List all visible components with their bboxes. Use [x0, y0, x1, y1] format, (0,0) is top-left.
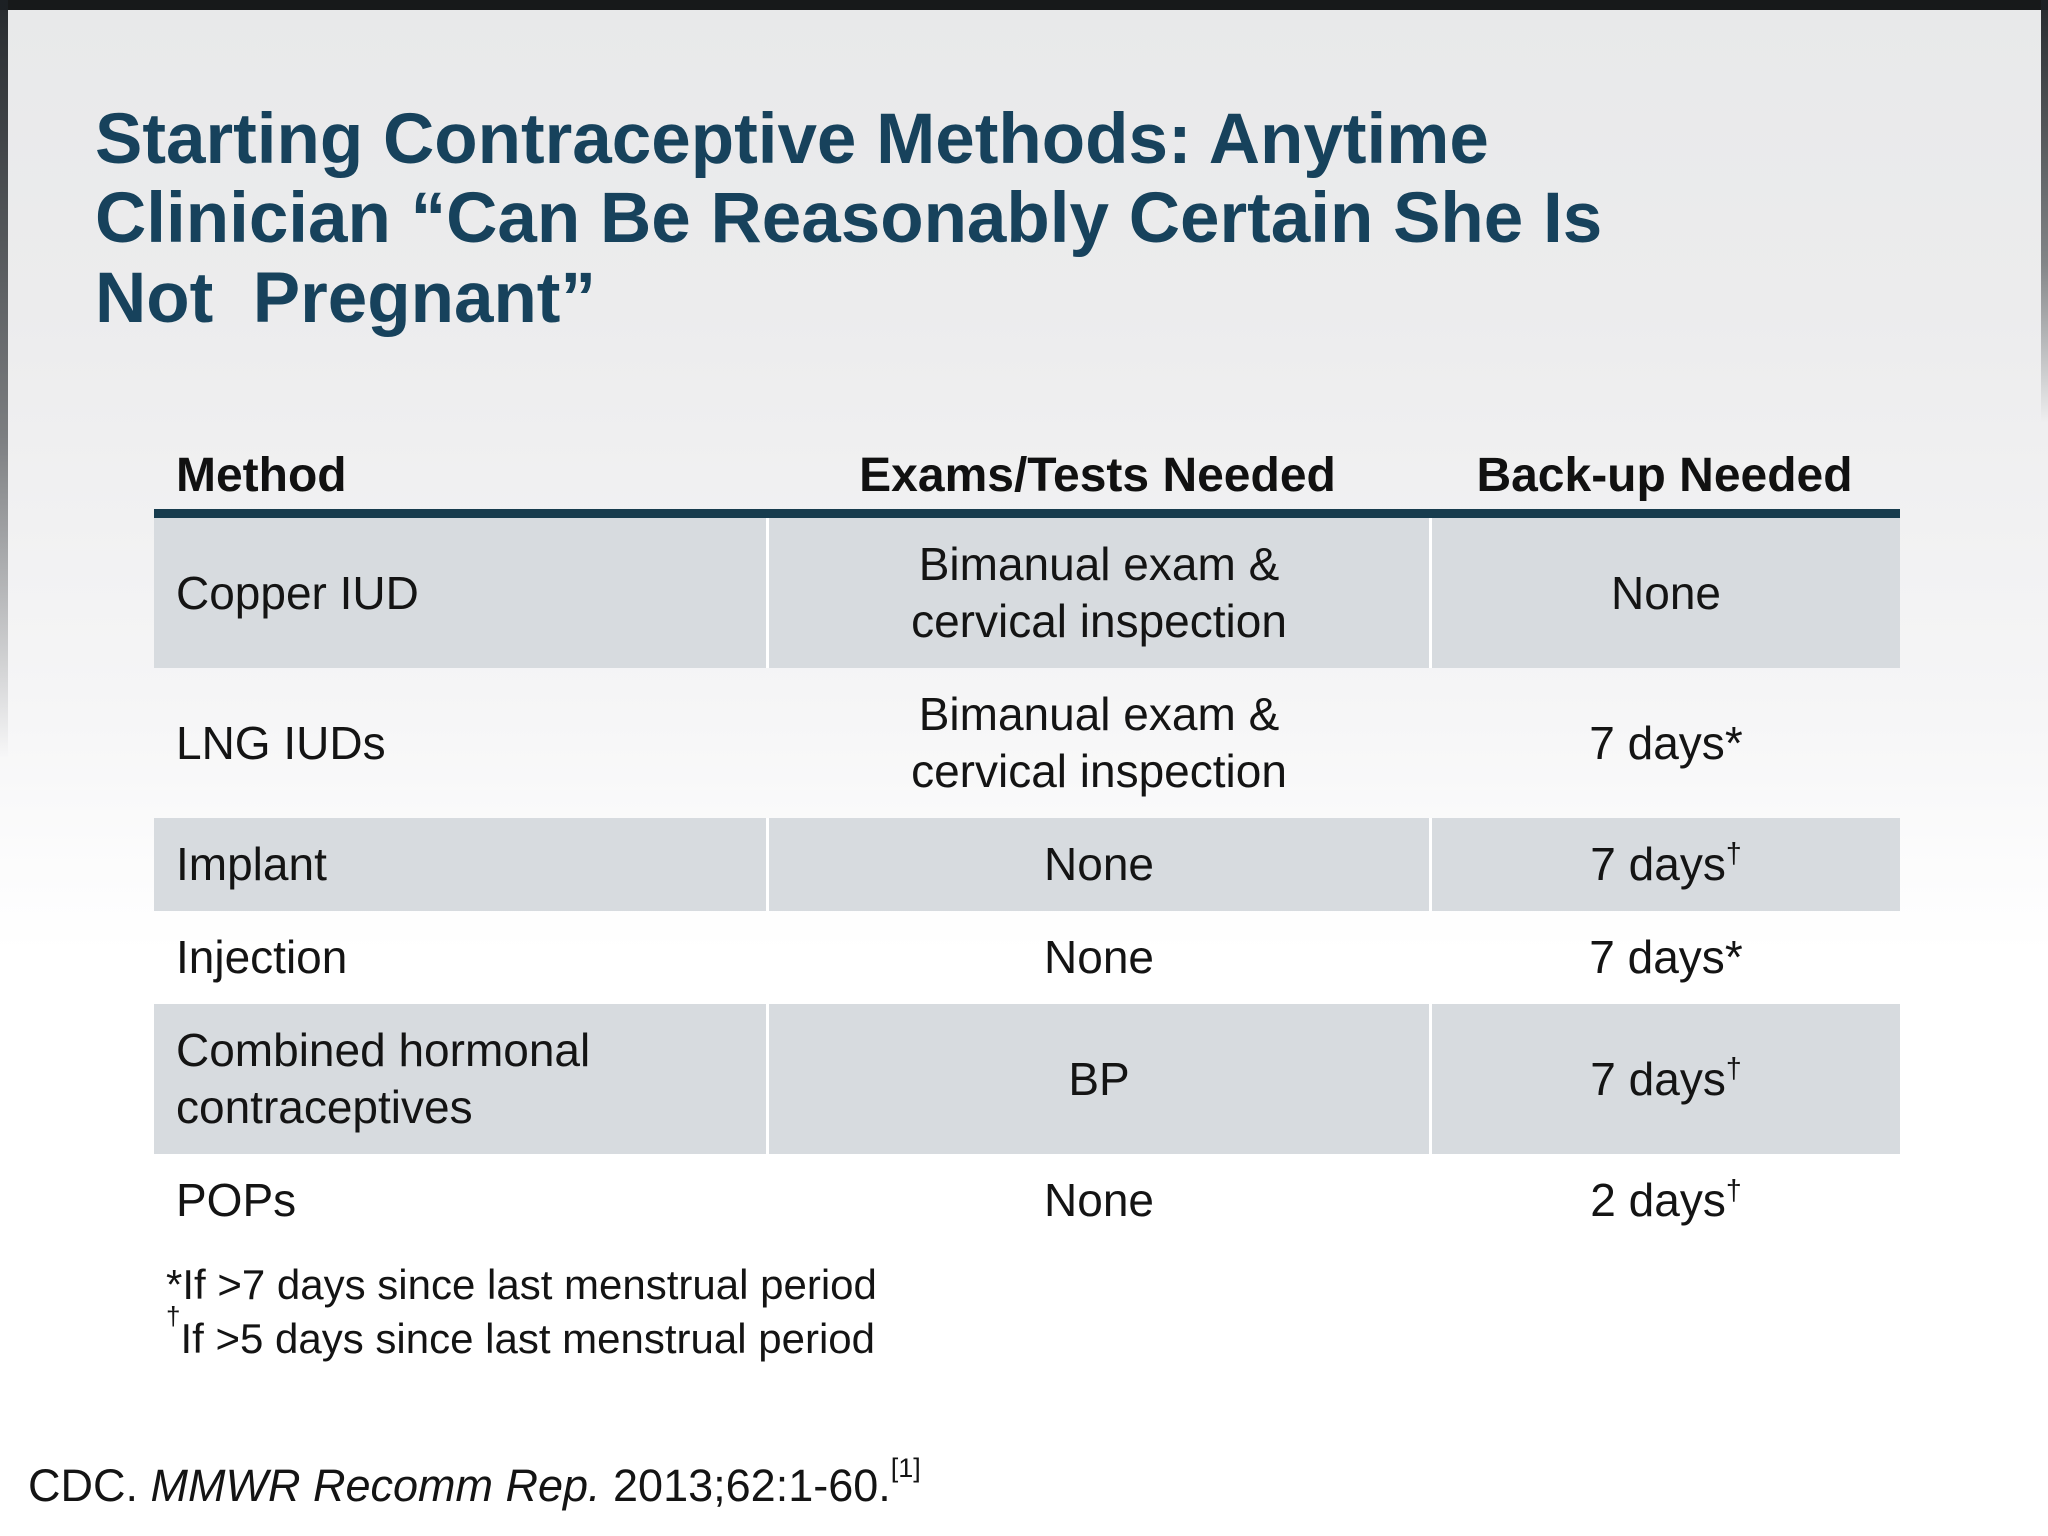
- cell-exams-tests: None: [766, 818, 1429, 912]
- cell-method: POPs: [176, 1174, 297, 1227]
- backup-value: 7 days: [1589, 931, 1725, 984]
- backup-value: 2 days: [1590, 1174, 1726, 1227]
- contraceptive-methods-table: Method Exams/Tests Needed Back-up Needed…: [154, 445, 1900, 1247]
- cell-backup: 7 days *: [1429, 668, 1900, 818]
- video-frame-right-edge: [2041, 0, 2048, 440]
- cell-method: LNG IUDs: [176, 716, 386, 769]
- column-header-exams-tests: Exams/Tests Needed: [859, 449, 1336, 502]
- cell-method: Injection: [176, 931, 348, 984]
- column-header-backup: Back-up Needed: [1476, 449, 1853, 502]
- asterisk-mark: *: [1724, 716, 1743, 769]
- asterisk-mark: *: [1724, 931, 1743, 984]
- cell-backup: 7 days †: [1429, 1004, 1900, 1155]
- dagger-mark: †: [1725, 1174, 1742, 1207]
- cell-backup: 7 days *: [1429, 911, 1900, 1004]
- cell-backup: 7 days †: [1429, 818, 1900, 912]
- table-row: Combined hormonal contraceptives BP 7 days…: [154, 1004, 1900, 1155]
- cell-exams-tests: BP: [766, 1004, 1429, 1155]
- citation-prefix: CDC.: [28, 1460, 151, 1511]
- cell-exams-tests: Bimanual exam & cervical inspection: [911, 688, 1287, 798]
- table-row: Injection None 7 days *: [154, 911, 1900, 1004]
- video-frame-left-edge: [0, 0, 8, 790]
- cell-method: Copper IUD: [176, 566, 419, 619]
- table-header-row: Method Exams/Tests Needed Back-up Needed: [154, 445, 1900, 518]
- cell-exams-tests: Bimanual exam & cervical inspection: [766, 518, 1429, 669]
- table-row: LNG IUDs Bimanual exam & cervical inspect…: [154, 668, 1900, 818]
- citation-reference-number: [1]: [890, 1453, 921, 1484]
- cell-exams-tests: None: [1044, 931, 1154, 984]
- footnote-text: If >5 days since last menstrual period: [180, 1314, 876, 1362]
- asterisk-mark: *: [166, 1261, 183, 1308]
- citation-journal: MMWR Recomm Rep.: [150, 1460, 601, 1511]
- table-row: POPs None 2 days †: [154, 1154, 1900, 1247]
- table-row: Copper IUD Bimanual exam & cervical inspe…: [154, 518, 1900, 669]
- backup-value: None: [1611, 566, 1721, 619]
- footnotes: *If >7 days since last menstrual period †…: [166, 1258, 877, 1366]
- dagger-mark: †: [1725, 1052, 1742, 1085]
- footnote-line: *If >7 days since last menstrual period: [166, 1258, 877, 1312]
- dagger-mark: †: [166, 1300, 181, 1331]
- backup-value: 7 days: [1589, 716, 1725, 769]
- citation-rest: 2013;62:1-60.: [600, 1460, 891, 1511]
- cell-exams-tests: None: [1044, 1174, 1154, 1227]
- dagger-mark: †: [1725, 838, 1742, 871]
- table-body: Copper IUD Bimanual exam & cervical inspe…: [154, 518, 1900, 1247]
- column-header-method: Method: [176, 449, 347, 502]
- backup-value: 7 days: [1590, 838, 1726, 891]
- footnote-text: If >7 days since last menstrual period: [182, 1261, 877, 1308]
- video-frame-top-edge: [0, 0, 2048, 10]
- cell-backup: None: [1429, 518, 1900, 669]
- table-row: Implant None 7 days †: [154, 818, 1900, 912]
- citation: CDC. MMWR Recomm Rep. 2013;62:1-60.[1]: [28, 1453, 921, 1512]
- footnote-line: †If >5 days since last menstrual period: [166, 1303, 877, 1366]
- backup-value: 7 days: [1590, 1052, 1726, 1105]
- cell-method: Implant: [176, 838, 327, 891]
- slide-title: Starting Contraceptive Methods: Anytime …: [95, 99, 1603, 338]
- cell-backup: 2 days †: [1429, 1154, 1900, 1247]
- cell-method: Combined hormonal contraceptives: [176, 1024, 591, 1134]
